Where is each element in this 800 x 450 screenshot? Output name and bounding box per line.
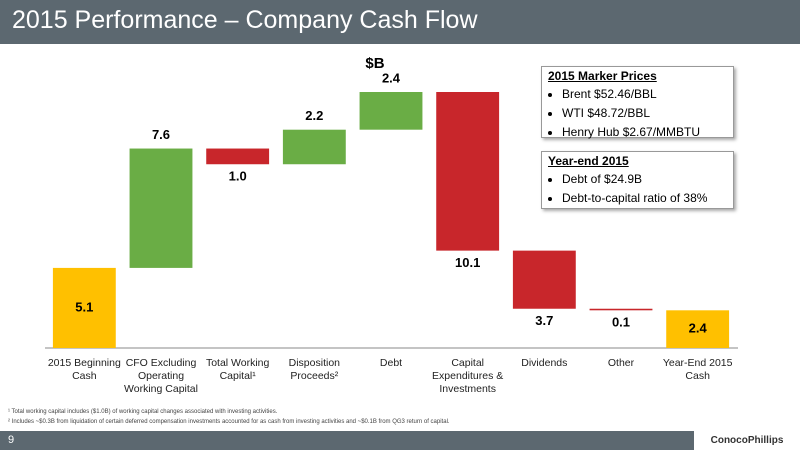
box-item: WTI $48.72/BBL bbox=[562, 104, 727, 123]
value-label: 0.1 bbox=[612, 315, 630, 330]
bar bbox=[436, 92, 500, 251]
box-heading: Year-end 2015 bbox=[548, 154, 629, 168]
x-tick-label: Capital Expenditures & Investments bbox=[432, 357, 504, 395]
bar bbox=[129, 148, 193, 268]
page-number: 9 bbox=[8, 434, 15, 446]
value-label: 1.0 bbox=[229, 169, 247, 184]
slide-title: 2015 Performance – Company Cash Flow bbox=[12, 6, 478, 34]
x-tick-label: Debt bbox=[379, 357, 403, 369]
x-tick-label: Other bbox=[607, 357, 635, 369]
x-tick-label: CFO Excluding Operating Working Capital bbox=[124, 357, 198, 395]
chart-title: $B bbox=[365, 55, 384, 72]
box-item: Brent $52.46/BBL bbox=[562, 85, 727, 104]
value-label: 10.1 bbox=[455, 255, 480, 270]
x-tick-label: 2015 Beginning Cash bbox=[47, 357, 121, 382]
x-tick-label: Year-End 2015 Cash bbox=[662, 357, 733, 382]
footnote: ² Includes ~$0.3B from liquidation of ce… bbox=[8, 419, 450, 425]
x-tick-label: Total Working Capital¹ bbox=[205, 357, 270, 382]
bar bbox=[359, 92, 423, 130]
bar bbox=[52, 267, 116, 348]
yearend-box: Year-end 2015 Debt of $24.9B Debt-to-cap… bbox=[541, 151, 734, 209]
box-heading: 2015 Marker Prices bbox=[548, 69, 657, 83]
footnote: ¹ Total working capital includes ($1.0B)… bbox=[8, 409, 278, 415]
box-list: Debt of $24.9B Debt-to-capital ratio of … bbox=[548, 170, 727, 208]
x-tick-label: Disposition Proceeds² bbox=[288, 357, 340, 382]
header-bar bbox=[0, 0, 800, 44]
bar bbox=[666, 310, 730, 348]
value-label: 2.2 bbox=[305, 108, 323, 123]
value-label: 7.6 bbox=[152, 127, 170, 142]
marker-box: 2015 Marker Prices Brent $52.46/BBL WTI … bbox=[541, 66, 734, 139]
box-item: Debt of $24.9B bbox=[562, 170, 727, 189]
logo: ConocoPhillips bbox=[694, 431, 800, 450]
box-list: Brent $52.46/BBL WTI $48.72/BBL Henry Hu… bbox=[548, 85, 727, 142]
box-item: Debt-to-capital ratio of 38% bbox=[562, 189, 727, 208]
value-label: 5.1 bbox=[75, 299, 93, 314]
x-tick-label: Dividends bbox=[521, 357, 568, 369]
bar bbox=[206, 148, 270, 165]
footer-bar bbox=[0, 431, 800, 450]
value-label: 2.4 bbox=[689, 321, 708, 336]
value-label: 3.7 bbox=[535, 313, 553, 328]
box-item: Henry Hub $2.67/MMBTU bbox=[562, 123, 727, 142]
bar bbox=[282, 129, 346, 165]
bar bbox=[512, 250, 576, 309]
value-label: 2.4 bbox=[382, 70, 401, 85]
bar bbox=[589, 308, 653, 311]
